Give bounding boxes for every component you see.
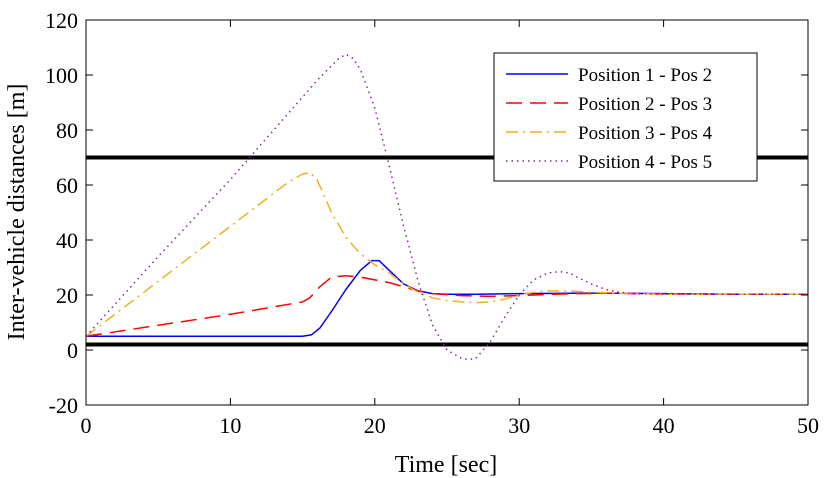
- y-axis-title: Inter-vehicle distances [m]: [4, 84, 30, 341]
- x-tick-label: 0: [81, 413, 92, 438]
- legend-label-4: Position 4 - Pos 5: [578, 152, 712, 173]
- x-tick-label: 40: [653, 413, 675, 438]
- series-line-1: [86, 259, 808, 338]
- series-line-3: [85, 171, 808, 337]
- y-axis-ticks: -20 0 20 40 60 80 100 120: [45, 8, 808, 418]
- legend-label-2: Position 2 - Pos 3: [578, 94, 712, 115]
- x-axis-ticks: 0 10 20 30 40 50: [81, 20, 819, 438]
- series-line-2: [85, 275, 808, 338]
- x-tick-label: 10: [219, 413, 241, 438]
- axes-frame: [85, 19, 809, 406]
- y-tick-label: 0: [67, 338, 78, 363]
- y-tick-label: -20: [49, 393, 78, 418]
- y-tick-label: 60: [56, 173, 78, 198]
- legend-label-1: Position 1 - Pos 2: [578, 65, 712, 86]
- y-tick-label: 40: [56, 228, 78, 253]
- y-tick-label: 80: [56, 118, 78, 143]
- x-tick-label: 50: [797, 413, 819, 438]
- x-axis-title: Time [sec]: [395, 452, 497, 478]
- legend: Position 1 - Pos 2 Position 2 - Pos 3 Posi…: [493, 52, 758, 182]
- x-tick-label: 30: [508, 413, 530, 438]
- x-tick-label: 20: [364, 413, 386, 438]
- y-tick-label: 20: [56, 283, 78, 308]
- y-tick-label: 120: [45, 8, 78, 33]
- y-tick-label: 100: [45, 63, 78, 88]
- legend-label-3: Position 3 - Pos 4: [578, 123, 713, 144]
